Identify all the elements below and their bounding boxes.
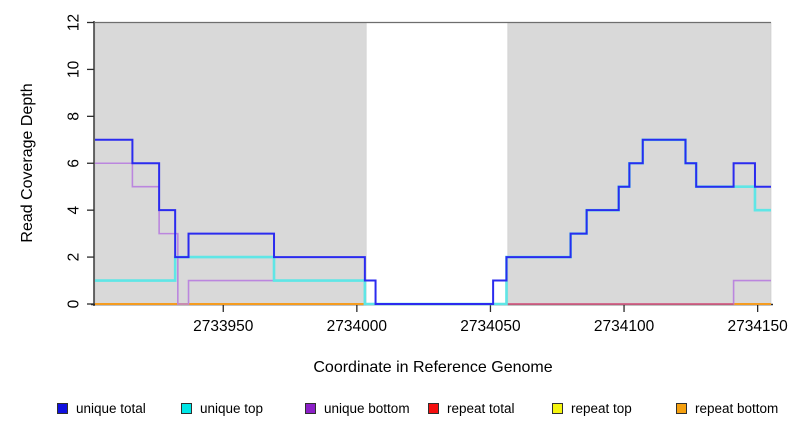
- legend-item-unique-bottom: unique bottom: [305, 398, 410, 418]
- y-tick-label: 6: [66, 159, 83, 168]
- legend-label: repeat total: [447, 400, 515, 416]
- legend-swatch-unique-top: [181, 402, 192, 414]
- unique-total-line: [95, 138, 771, 305]
- x-tick-label: 2734000: [327, 318, 388, 335]
- legend-item-repeat-total: repeat total: [428, 398, 515, 418]
- y-tick-label: 4: [66, 205, 83, 214]
- x-axis-title: Coordinate in Reference Genome: [313, 359, 553, 376]
- x-tick-label: 2734150: [727, 318, 788, 335]
- legend-item-repeat-bottom: repeat bottom: [676, 398, 778, 418]
- y-tick-label: 12: [66, 14, 83, 31]
- legend-swatch-repeat-bottom: [676, 402, 687, 414]
- y-axis-title-text: Read Coverage Depth: [19, 83, 36, 243]
- legend-label: repeat bottom: [695, 400, 779, 416]
- legend-swatch-unique-bottom: [305, 402, 316, 414]
- legend-label: unique bottom: [324, 400, 410, 416]
- legend-swatch-unique-total: [57, 402, 68, 414]
- legend-swatch-repeat-total: [428, 402, 439, 414]
- legend-label: unique top: [200, 400, 264, 416]
- legend-item-repeat-top: repeat top: [552, 398, 632, 418]
- y-tick-label: 0: [66, 299, 83, 308]
- x-tick-label: 2733950: [193, 318, 254, 335]
- legend-swatch-repeat-top: [552, 402, 563, 414]
- y-tick-label: 2: [66, 253, 83, 262]
- y-tick-label: 8: [66, 112, 83, 121]
- legend-label: repeat top: [571, 400, 632, 416]
- legend-label: unique total: [76, 400, 146, 416]
- legend-item-unique-top: unique top: [181, 398, 263, 418]
- y-tick-label: 10: [66, 60, 83, 78]
- x-tick-label: 2734100: [594, 318, 655, 335]
- x-tick-label: 2734050: [460, 318, 521, 335]
- legend: unique total unique top unique bottom repea…: [0, 398, 792, 422]
- legend-item-unique-total: unique total: [57, 398, 146, 418]
